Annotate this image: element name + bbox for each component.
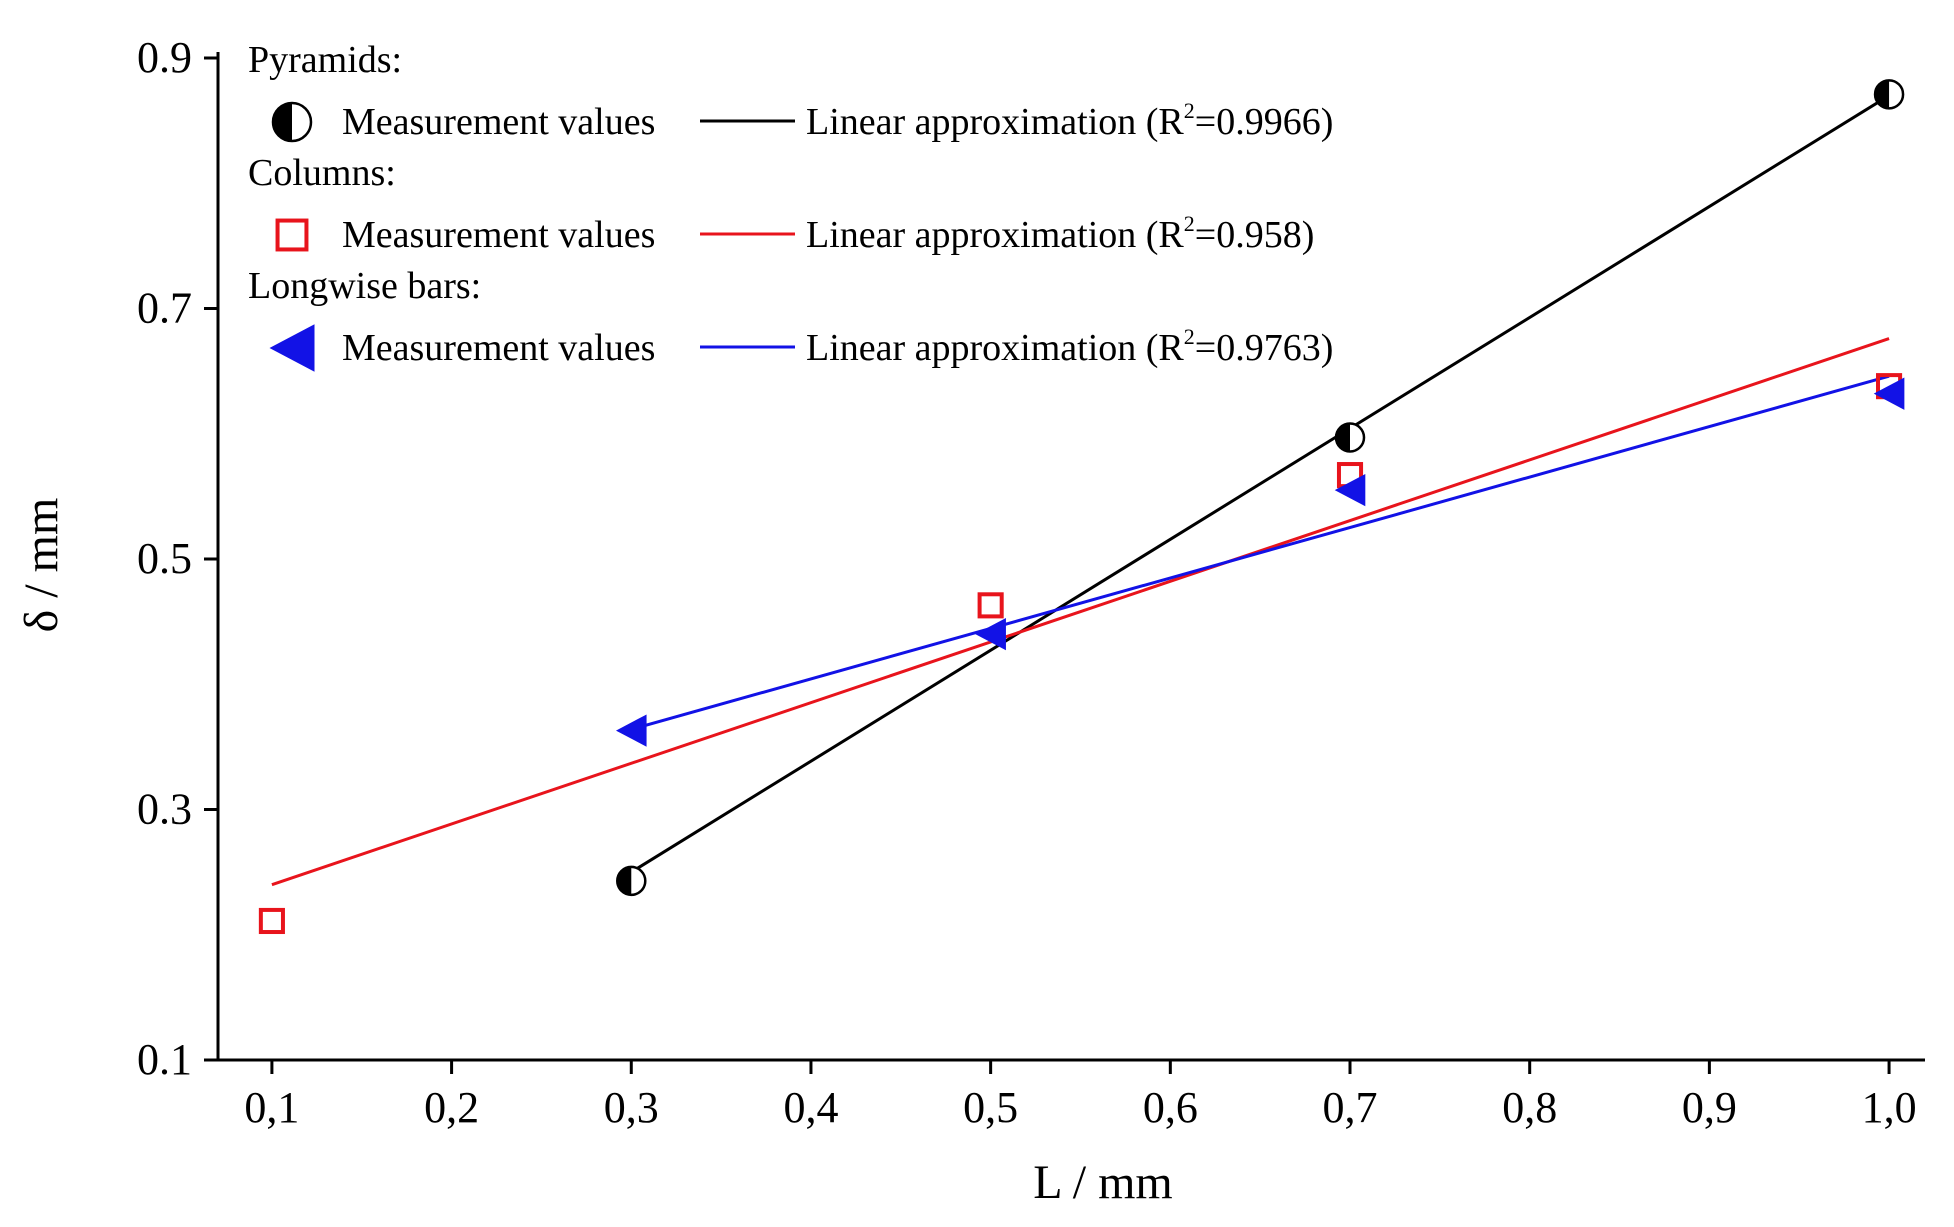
x-tick-label: 0,4 (783, 1083, 838, 1132)
columns-legend-measurement-label: Measurement values (342, 214, 655, 256)
legend: Pyramids: Measurement values Linear approx… (248, 39, 1333, 372)
longwise-bars-legend-fit-label: Linear approximation (R2=0.9763) (806, 324, 1333, 369)
columns-legend-fit-label: Linear approximation (R2=0.958) (806, 211, 1314, 256)
y-tick-label: 0.9 (137, 33, 192, 82)
y-tick-label: 0.7 (137, 284, 192, 333)
y-axis-title: δ / mm (15, 498, 68, 633)
columns-point (977, 592, 1004, 619)
longwise-bars-legend-marker (269, 324, 315, 372)
x-tick-label: 0,9 (1682, 1083, 1737, 1132)
fit-lines-layer (271, 94, 1890, 887)
marker-fill (1336, 423, 1351, 452)
longwise-bars-point (1334, 473, 1366, 507)
pyramids-point (1334, 422, 1366, 453)
longwise-bars-point (615, 714, 647, 747)
marker-fill (273, 103, 292, 141)
x-tick-label: 0,6 (1143, 1083, 1198, 1132)
y-tick-label: 0.3 (137, 785, 192, 834)
columns-legend-title: Columns: (248, 152, 396, 194)
columns-point (258, 907, 285, 935)
data-points-layer (258, 79, 1905, 935)
longwise-bars-legend-title: Longwise bars: (248, 265, 481, 307)
columns-fit-line (271, 337, 1890, 887)
pyramids-legend-marker (271, 101, 313, 143)
x-tick-label: 0,1 (244, 1083, 299, 1132)
x-tick-label: 0,5 (963, 1083, 1018, 1132)
y-tick-label: 0.5 (137, 534, 192, 583)
pyramids-legend-fit-label: Linear approximation (R2=0.9966) (806, 98, 1333, 143)
pyramids-legend-title: Pyramids: (248, 39, 402, 81)
longwise-bars-point (975, 618, 1006, 651)
longwise-bars-point (1873, 377, 1905, 410)
axes-layer: 0,1 0,2 0,3 0,4 0,5 0,6 0,7 0,8 0,9 1,0 0.1 0.3 0.5 0… (137, 33, 1925, 1132)
x-tick-label: 0,2 (424, 1083, 479, 1132)
pyramids-point (1873, 79, 1905, 110)
longwise-bars-fit-line (630, 374, 1890, 731)
pyramids-legend-measurement-label: Measurement values (342, 101, 655, 143)
y-tick-label: 0.1 (137, 1035, 192, 1084)
x-axis-title: L / mm (1033, 1156, 1173, 1209)
pyramids-point (616, 865, 647, 897)
longwise-bars-legend-measurement-label: Measurement values (342, 327, 655, 369)
x-tick-label: 0,3 (604, 1083, 659, 1132)
columns-legend-marker (275, 218, 309, 252)
pyramids-fit-line (630, 94, 1890, 874)
marker-fill (617, 866, 632, 895)
marker-fill (1875, 80, 1890, 109)
x-tick-label: 0,8 (1502, 1083, 1557, 1132)
x-tick-label: 0,7 (1323, 1083, 1378, 1132)
x-tick-label: 1,0 (1862, 1083, 1917, 1132)
